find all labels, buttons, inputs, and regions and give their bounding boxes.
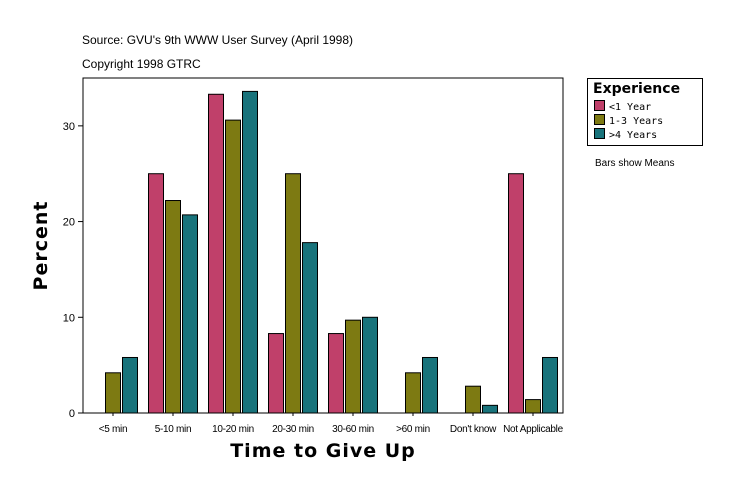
legend-item-1-3-years: 1-3 Years: [594, 114, 664, 127]
bar--5-min-series-2: [122, 356, 138, 414]
bar-20-30-min-series-0: [268, 333, 284, 414]
bar-10-20-min-series-0: [208, 93, 224, 414]
x-tick-label: 20-30 min: [272, 424, 314, 435]
legend-swatch-lt1-year: [594, 100, 605, 111]
bar-20-30-min-series-1: [285, 173, 301, 414]
x-tick-label: 10-20 min: [212, 424, 254, 435]
x-tick-label: >60 min: [396, 424, 430, 435]
bar-5-10-min-series-1: [165, 200, 181, 414]
legend-label: >4 Years: [609, 130, 658, 141]
x-tick-label: Don't know: [450, 424, 497, 435]
legend-swatch-gt4-years: [594, 128, 605, 139]
bar-not-applicable-series-0: [508, 173, 524, 414]
x-axis-title: Time to Give Up: [230, 440, 416, 462]
y-tick-label: 20: [63, 217, 75, 229]
bar-5-10-min-series-0: [148, 173, 164, 414]
legend-label: <1 Year: [609, 102, 652, 113]
x-tick-label: 5-10 min: [155, 424, 192, 435]
bar-30-60-min-series-1: [345, 319, 361, 414]
bars-show-means-note: Bars show Means: [595, 158, 675, 169]
bar--5-min-series-1: [105, 372, 121, 414]
legend-swatch-1-3-years: [594, 114, 605, 125]
bar--60-min-series-2: [422, 356, 438, 414]
legend-label: 1-3 Years: [609, 116, 664, 127]
y-tick-label: 10: [63, 312, 75, 324]
plot-frame: [82, 77, 564, 414]
y-tick-label: 0: [69, 408, 75, 420]
legend-title: Experience: [593, 81, 681, 97]
chart-copyright-caption: Copyright 1998 GTRC: [82, 57, 201, 71]
x-tick-label: <5 min: [99, 424, 128, 435]
bar-not-applicable-series-1: [525, 399, 541, 414]
legend-item-lt1-year: <1 Year: [594, 100, 652, 113]
bar-30-60-min-series-0: [328, 333, 344, 414]
legend-item-gt4-years: >4 Years: [594, 128, 658, 141]
y-axis-title: Percent: [30, 201, 52, 291]
bar-20-30-min-series-2: [302, 242, 318, 414]
x-tick-label: 30-60 min: [332, 424, 374, 435]
bar-10-20-min-series-1: [225, 119, 241, 414]
bar-don-t-know-series-1: [465, 385, 481, 414]
bar-10-20-min-series-2: [242, 90, 258, 414]
legend: Experience <1 Year 1-3 Years >4 Years: [587, 78, 703, 146]
x-tick-label: Not Applicable: [503, 424, 563, 435]
bar-not-applicable-series-2: [542, 356, 558, 414]
y-tick-label: 30: [63, 121, 75, 133]
bar-30-60-min-series-2: [362, 316, 378, 414]
bar-5-10-min-series-2: [182, 214, 198, 414]
bar--60-min-series-1: [405, 372, 421, 414]
chart-source-caption: Source: GVU's 9th WWW User Survey (April…: [82, 33, 354, 47]
bar-don-t-know-series-2: [482, 404, 498, 414]
